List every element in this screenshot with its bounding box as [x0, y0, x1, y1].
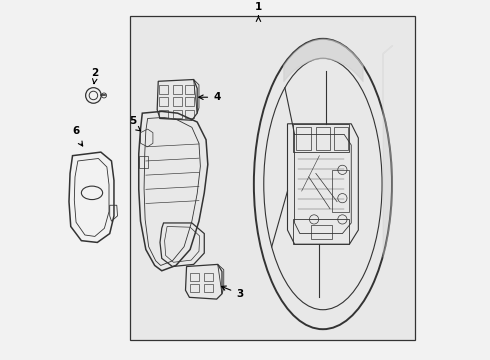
Text: 4: 4: [199, 92, 221, 102]
Bar: [159, 110, 168, 118]
Bar: [293, 124, 349, 152]
Bar: [316, 127, 330, 150]
Bar: [296, 127, 311, 150]
Bar: [293, 219, 349, 244]
Bar: [311, 225, 332, 239]
Bar: [159, 97, 168, 106]
Bar: [334, 127, 348, 150]
Bar: [204, 284, 213, 292]
Bar: [159, 85, 168, 94]
Text: 1: 1: [255, 2, 262, 12]
Bar: [173, 85, 182, 94]
Bar: [185, 85, 194, 94]
Bar: [204, 273, 213, 281]
Bar: [190, 273, 199, 281]
Bar: [185, 97, 194, 106]
Bar: [332, 170, 349, 212]
Ellipse shape: [264, 58, 382, 310]
Text: 3: 3: [221, 286, 244, 299]
Bar: [173, 97, 182, 106]
Text: 2: 2: [92, 68, 99, 78]
Bar: [173, 110, 182, 118]
Bar: [139, 156, 147, 168]
Text: 6: 6: [73, 126, 80, 136]
Bar: [185, 110, 194, 118]
Text: 5: 5: [129, 116, 136, 126]
Bar: [130, 16, 415, 340]
Bar: [190, 284, 199, 292]
